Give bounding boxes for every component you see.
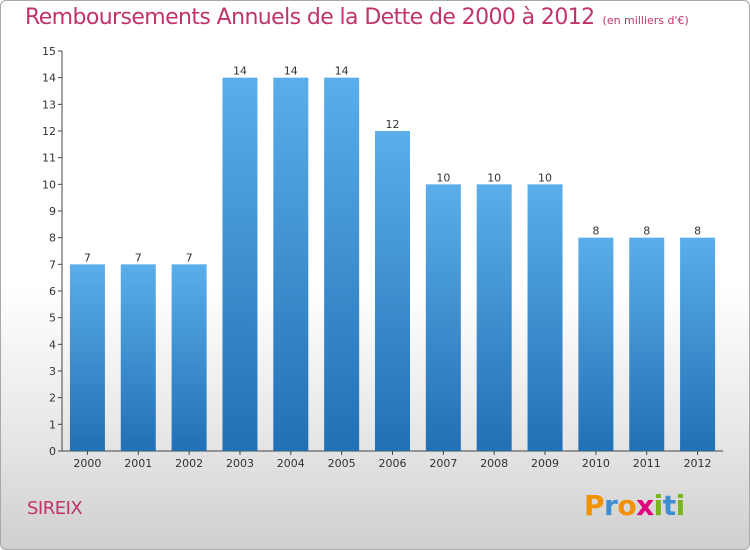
x-tick-label: 2012: [684, 457, 712, 470]
bars: [69, 77, 716, 452]
bar: [120, 264, 156, 451]
y-tick-label: 0: [49, 445, 56, 458]
bar-value-label: 10: [538, 171, 552, 184]
bar: [527, 184, 563, 452]
logo-letter: i: [675, 489, 686, 522]
bar: [578, 237, 614, 451]
bar: [171, 264, 207, 451]
bar-value-label: 8: [592, 225, 599, 238]
logo-letter: i: [653, 489, 664, 522]
y-tick-label: 7: [49, 258, 56, 271]
bar-value-label: 8: [643, 225, 650, 238]
x-tick-label: 2010: [582, 457, 610, 470]
x-tick-label: 2005: [328, 457, 356, 470]
bar: [680, 237, 716, 451]
x-tick-label: 2011: [633, 457, 661, 470]
title-text: Remboursements Annuels de la Dette de 20…: [25, 5, 595, 30]
bar-value-label: 10: [487, 171, 501, 184]
bar-value-label: 8: [694, 225, 701, 238]
bar: [222, 77, 258, 452]
bar: [69, 264, 105, 451]
x-tick-label: 2003: [226, 457, 254, 470]
bar: [375, 131, 410, 451]
bar-value-label: 7: [135, 251, 142, 264]
y-tick-label: 8: [49, 232, 56, 245]
chart-subtitle: (en milliers d'€): [602, 14, 689, 27]
y-tick-label: 9: [49, 205, 56, 218]
x-tick-label: 2001: [124, 457, 152, 470]
y-tick-label: 14: [42, 72, 56, 85]
bar-value-label: 10: [436, 171, 450, 184]
bar-value-label: 14: [233, 65, 247, 78]
y-tick-label: 15: [42, 45, 56, 58]
y-tick-label: 4: [49, 338, 56, 351]
logo-letter: r: [604, 489, 618, 522]
x-tick-label: 2007: [429, 457, 457, 470]
logo-letter: t: [662, 489, 676, 522]
y-tick-label: 10: [42, 178, 56, 191]
bar: [273, 77, 309, 452]
y-tick-label: 3: [49, 365, 56, 378]
commune-name: SIREIX: [27, 498, 83, 519]
y-tick-label: 11: [42, 152, 56, 165]
data-labels: 7 7 7 14 14 14 12 10 10 10 8 8 8: [84, 65, 701, 265]
y-tick-label: 13: [42, 98, 56, 111]
chart-title: Remboursements Annuels de la Dette de 20…: [25, 5, 689, 30]
y-tick-label: 6: [49, 285, 56, 298]
x-tick-label: 2000: [73, 457, 101, 470]
x-tick-label: 2002: [175, 457, 203, 470]
logo-letter: P: [584, 489, 605, 522]
logo-letter: x: [636, 489, 654, 522]
x-tick-label: 2006: [379, 457, 407, 470]
bar-value-label: 7: [84, 251, 91, 264]
y-tick-label: 5: [49, 312, 56, 325]
logo-letter: o: [617, 489, 637, 522]
bar: [476, 184, 512, 452]
y-tick-label: 2: [49, 392, 56, 405]
y-tick-label: 12: [42, 125, 56, 138]
bar: [425, 184, 461, 452]
x-tick-label: 2004: [277, 457, 305, 470]
bar-value-label: 14: [284, 65, 298, 78]
bar: [324, 77, 360, 452]
bar: [629, 237, 665, 451]
x-tick-label: 2008: [480, 457, 508, 470]
x-tick-label: 2009: [531, 457, 559, 470]
bar-value-label: 12: [386, 118, 400, 131]
y-tick-label: 1: [49, 418, 56, 431]
bar-value-label: 7: [186, 251, 193, 264]
proxiti-logo: Proxiti: [584, 489, 685, 522]
bar-value-label: 14: [335, 65, 349, 78]
